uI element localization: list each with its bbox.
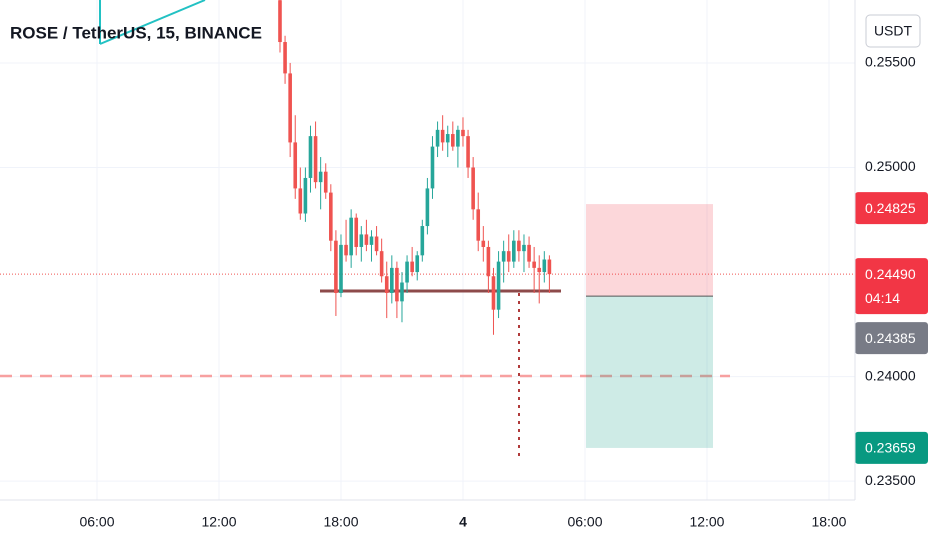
candle-body: [435, 129, 440, 147]
candle-body: [420, 226, 425, 256]
last-price-badge-label: 0.24490: [865, 266, 916, 282]
labels: 0.25500 0.25000 0.24000 0.23500 06:00 12:00 18…: [79, 54, 928, 530]
x-tick-label: 12:00: [689, 514, 724, 530]
x-tick-label: 18:00: [811, 514, 846, 530]
candle-body: [506, 251, 511, 262]
candle-body: [415, 255, 420, 273]
candle-body: [359, 234, 364, 247]
candle-body: [283, 42, 287, 74]
stop-badge-label: 0.24825: [865, 200, 916, 216]
candle-body: [369, 236, 374, 245]
candle-body: [461, 129, 465, 137]
x-tick-label: 18:00: [323, 514, 358, 530]
x-tick-label: 4: [459, 514, 467, 530]
candle-body: [512, 240, 516, 262]
currency-button[interactable]: [865, 14, 921, 48]
candle-body: [278, 0, 282, 43]
candle-body: [440, 129, 445, 143]
pattern-line: [99, 0, 206, 45]
y-tick-label: 0.25000: [865, 158, 916, 174]
candle-body: [329, 192, 333, 241]
x-tick-label: 06:00: [567, 514, 602, 530]
candle-body: [334, 240, 338, 293]
candle-body: [288, 73, 292, 143]
target-badge-label: 0.23659: [865, 440, 916, 456]
y-tick-label: 0.24000: [865, 367, 916, 383]
candles: [278, 0, 552, 335]
candle-body: [527, 244, 531, 262]
currency-label[interactable]: USDT: [874, 23, 913, 39]
x-tick-label: 06:00: [79, 514, 114, 530]
candle-body: [374, 236, 379, 252]
candle-body: [303, 177, 308, 214]
candle-body: [542, 259, 547, 273]
candle-body: [364, 234, 369, 245]
candle-body: [339, 244, 343, 293]
candle-body: [410, 261, 414, 273]
candle-body: [496, 261, 501, 310]
chart-title: ROSE / TetherUS, 15, BINANCE: [10, 23, 262, 42]
candle-body: [323, 171, 328, 193]
entry-badge: [855, 322, 928, 355]
candle-body: [308, 136, 313, 178]
candle-body: [405, 261, 409, 283]
target-badge: [855, 431, 928, 464]
y-tick-label: 0.23500: [865, 472, 916, 488]
candle-body: [445, 134, 450, 143]
candle-body: [476, 209, 481, 241]
target-zone: [586, 296, 713, 448]
candle-body: [456, 129, 460, 147]
candle-body: [384, 276, 389, 293]
candle-body: [425, 188, 430, 227]
candle-body: [354, 217, 359, 247]
x-tick-label: 12:00: [201, 514, 236, 530]
candle-body: [486, 246, 491, 277]
candle-body: [532, 261, 536, 268]
candle-body: [298, 188, 303, 214]
candle-body: [517, 240, 521, 252]
candle-body: [400, 282, 404, 302]
candle-body: [395, 267, 399, 302]
candle-body: [501, 251, 506, 262]
candle-body: [313, 136, 318, 183]
candle-body: [451, 134, 455, 147]
candle-body: [430, 146, 435, 189]
stop-zone: [586, 204, 713, 297]
candle-body: [293, 142, 298, 189]
stop-badge: [855, 192, 928, 225]
candle-body: [349, 217, 353, 256]
candle-body: [390, 267, 394, 293]
candle-body: [537, 267, 542, 273]
last-price-badge-countdown: 04:14: [865, 290, 900, 306]
candle-body: [379, 251, 384, 277]
candle-body: [547, 259, 552, 275]
candle-body: [318, 171, 323, 183]
candle-body: [466, 136, 470, 168]
drawings: [0, 0, 730, 460]
candle-body: [522, 244, 526, 252]
candle-body: [344, 244, 348, 256]
entry-badge-label: 0.24385: [865, 330, 916, 346]
y-tick-label: 0.25500: [865, 54, 916, 70]
last-price-badge: [855, 258, 928, 315]
candle-body: [471, 167, 475, 210]
candle-body: [481, 240, 486, 247]
candle-body: [491, 276, 496, 310]
